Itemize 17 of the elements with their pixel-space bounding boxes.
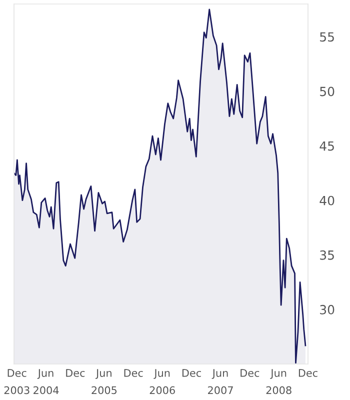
x-tick-label: Jun 2006 (150, 369, 175, 394)
x-tick-label: Jun 2007 (208, 369, 233, 394)
x-tick-label: Jun 2005 (92, 369, 117, 394)
y-tick-label: 40 (320, 196, 334, 206)
x-tick-label: Dec (240, 369, 260, 377)
y-tick-label: 55 (320, 32, 334, 42)
x-tick-label: Jun 2004 (34, 369, 59, 394)
y-tick-label: 50 (320, 86, 334, 96)
y-tick-label: 30 (320, 304, 334, 314)
y-tick-label: 45 (320, 141, 334, 151)
y-tick-label: 35 (320, 250, 334, 260)
x-tick-label: Jun 2008 (266, 369, 292, 394)
x-tick-label: Dec (298, 369, 318, 377)
x-tick-label: Dec 2003 (4, 369, 30, 394)
x-tick-label: Dec (66, 369, 85, 377)
x-tick-label: Dec (182, 369, 201, 377)
x-tick-label: Dec (124, 369, 143, 377)
